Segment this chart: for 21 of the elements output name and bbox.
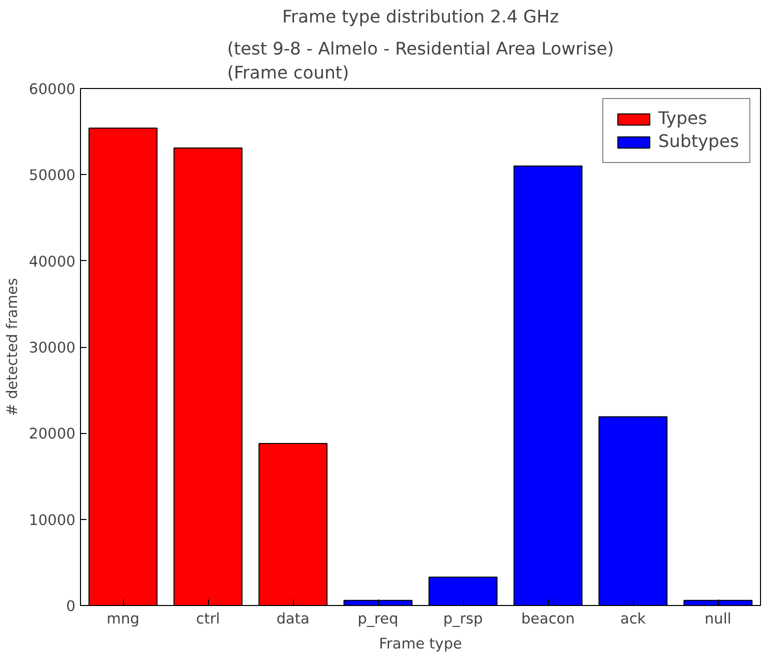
x-tick-label: null — [704, 610, 732, 628]
y-tick-label: 10000 — [28, 512, 76, 529]
legend-label: Subtypes — [658, 132, 739, 152]
chart-subtitle: (test 9-8 - Almelo - Residential Area Lowrise) (Frame count) — [227, 40, 614, 84]
y-axis-title: # detected frames — [4, 278, 21, 416]
y-tick-label: 60000 — [28, 81, 76, 98]
x-tick-label: mng — [106, 610, 140, 628]
y-tick-label: 40000 — [28, 253, 76, 270]
y-tick-label: 0 — [66, 598, 76, 615]
x-axis-title: Frame type — [378, 636, 462, 652]
y-tick-label: 50000 — [28, 167, 76, 184]
y-tick-label: 20000 — [28, 426, 76, 443]
chart-title: Frame type distribution 2.4 GHz — [282, 8, 559, 28]
x-tick-label: ack — [620, 610, 646, 628]
x-tick-label: p_rsp — [443, 610, 483, 628]
y-tick-label: 30000 — [28, 340, 76, 356]
x-tick-label: p_req — [358, 610, 398, 628]
x-tick-label: data — [276, 610, 310, 628]
legend-label: Types — [658, 109, 708, 129]
x-tick-label: beacon — [521, 610, 575, 628]
x-tick-label: ctrl — [196, 610, 220, 628]
